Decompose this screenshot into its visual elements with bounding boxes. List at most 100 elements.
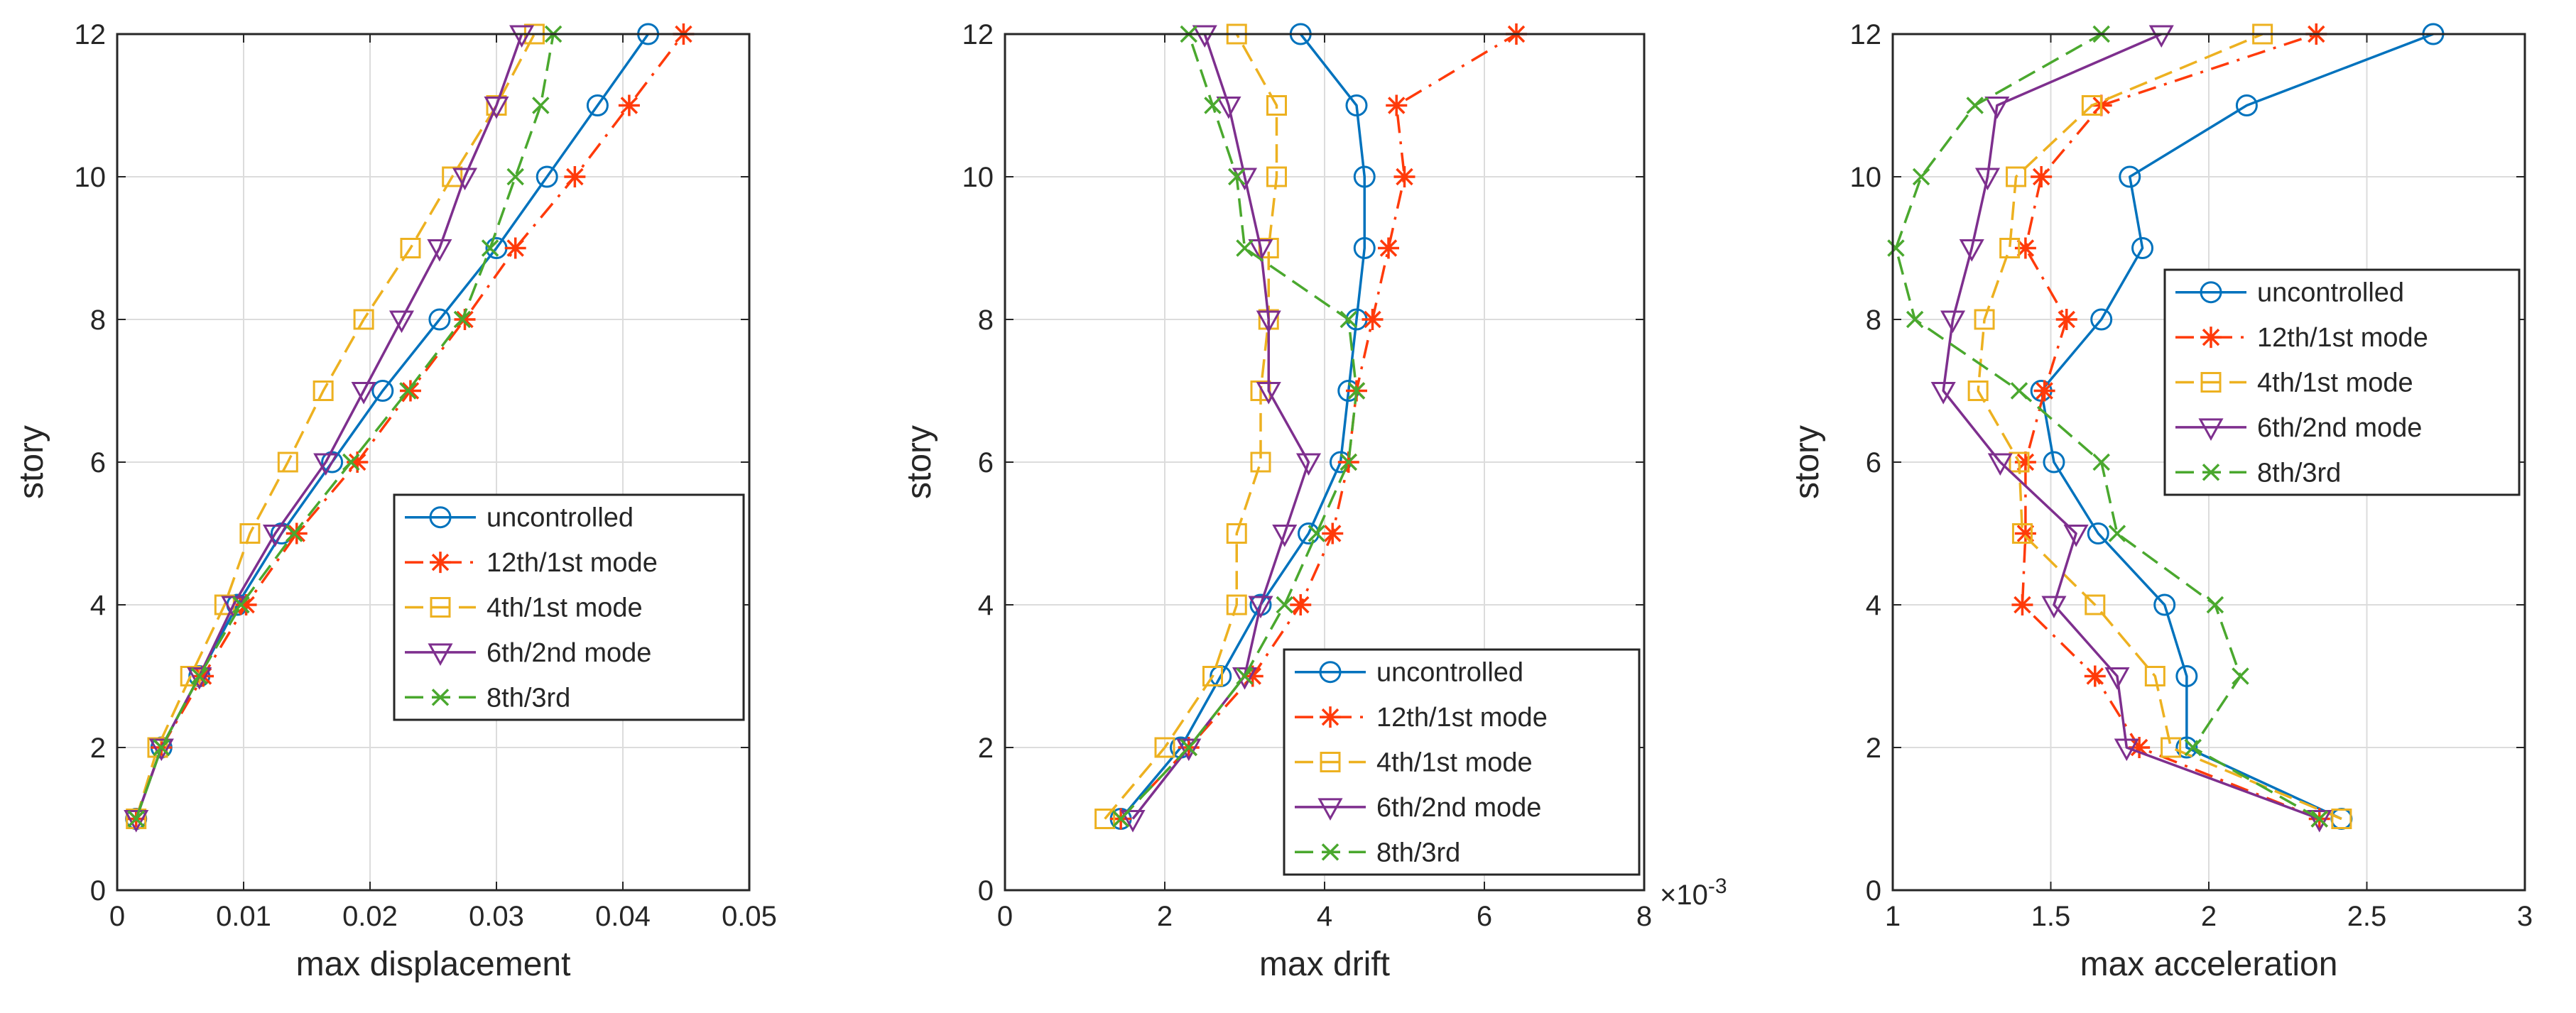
data-point-8th-3rd — [1276, 596, 1293, 614]
y-tick-label: 12 — [75, 19, 107, 50]
y-tick-label: 2 — [978, 733, 994, 764]
legend: uncontrolled 12th/1st mode 4th/1st mode 6th… — [1283, 648, 1641, 876]
y-tick-label: 8 — [1866, 305, 1881, 336]
series-8th-3rd — [1887, 25, 2328, 828]
data-point-8th-3rd — [1204, 97, 1222, 114]
legend-label: uncontrolled — [2257, 278, 2404, 308]
subplot-3: 1 1.5 2 2.5 3 0 2 4 6 8 10 12 max acceleration story u… — [1788, 19, 2533, 983]
legend-marker — [429, 506, 452, 529]
legend-marker — [428, 643, 453, 666]
x-tick-label: 1.5 — [2031, 901, 2071, 932]
data-point-8th-3rd — [1180, 738, 1197, 757]
data-point-6th-2nd-mode — [1256, 310, 1281, 334]
data-point-6th-2nd-mode — [1984, 97, 2010, 119]
data-point-8th-3rd — [1347, 382, 1366, 400]
x-tick-label: 8 — [1636, 901, 1652, 932]
data-point-12th-1st-mode — [235, 594, 257, 615]
series-line-8th-3rd — [1119, 33, 1358, 820]
axes-box — [1004, 33, 1646, 892]
data-point-8th-3rd — [1906, 310, 1924, 329]
y-tick-label: 2 — [1866, 733, 1881, 764]
y-tick-label: 4 — [90, 590, 106, 621]
y-tick-label: 0 — [1866, 875, 1881, 907]
tick-labels: 0 0.01 0.02 0.03 0.04 0.05 0 2 4 6 8 10 12 — [75, 19, 777, 932]
legend-item-8th-3rd: 8th/3rd — [2175, 458, 2341, 488]
data-point-8th-3rd — [127, 810, 145, 828]
legend-label: 8th/3rd — [1376, 838, 1460, 867]
legend: uncontrolled 12th/1st mode 4th/1st mode 6th… — [393, 493, 745, 721]
data-point-8th-3rd — [2108, 525, 2126, 542]
legend-marker — [2200, 281, 2222, 304]
legend-label: 6th/2nd mode — [1376, 793, 1541, 823]
data-point-6th-2nd-mode — [1176, 738, 1202, 762]
data-point-6th-2nd-mode — [2063, 525, 2089, 547]
data-point-4th-1st-mode — [2011, 523, 2033, 544]
legend-marker — [1320, 706, 1341, 728]
y-axis-label: story — [901, 425, 938, 499]
data-point-4th-1st-mode — [2081, 95, 2102, 116]
data-point-12th-1st-mode — [2014, 451, 2036, 473]
data-point-6th-2nd-mode — [1959, 239, 1984, 262]
legend-box — [2163, 268, 2521, 496]
axes-box — [1891, 33, 2526, 892]
data-point-12th-1st-mode — [399, 380, 421, 402]
data-point-6th-2nd-mode — [2148, 25, 2174, 48]
legend-label: 4th/1st mode — [2257, 368, 2413, 398]
x-tick-label: 0.01 — [216, 901, 271, 932]
y-axis-label: story — [1788, 425, 1826, 499]
series-line-6th-2nd-mode — [1942, 33, 2320, 821]
legend-item-uncontrolled: uncontrolled — [2175, 278, 2404, 308]
data-point-12th-1st-mode — [2031, 166, 2053, 187]
x-tick-label: 0.03 — [469, 901, 524, 932]
data-point-4th-1st-mode — [2006, 166, 2027, 187]
y-tick-label: 0 — [90, 875, 106, 907]
x-tick-label: 2 — [1157, 901, 1173, 932]
x-exponent-label: ×10-3 — [1660, 875, 1727, 911]
data-point-4th-1st-mode — [2009, 451, 2030, 473]
data-point-uncontrolled — [2043, 451, 2065, 473]
data-point-6th-2nd-mode — [427, 239, 452, 262]
legend-marker — [2200, 327, 2222, 349]
data-point-uncontrolled — [2235, 94, 2258, 116]
data-point-8th-3rd — [506, 168, 524, 186]
data-point-4th-1st-mode — [1266, 95, 1287, 116]
x-tick-label: 0.04 — [595, 901, 651, 932]
x-tick-label: 0.05 — [722, 901, 777, 932]
series-line-8th-3rd — [1894, 33, 2320, 821]
data-point-8th-3rd — [153, 738, 170, 757]
data-point-12th-1st-mode — [2129, 737, 2151, 758]
data-point-6th-2nd-mode — [1272, 525, 1298, 547]
x-tick-label: 2 — [2201, 901, 2217, 932]
data-point-uncontrolled — [1298, 522, 1320, 544]
data-point-uncontrolled — [2119, 165, 2141, 188]
y-tick-label: 0 — [978, 875, 994, 907]
legend-label: 12th/1st mode — [487, 548, 658, 578]
data-point-12th-1st-mode — [1322, 522, 1344, 544]
data-point-6th-2nd-mode — [484, 97, 509, 119]
data-point-6th-2nd-mode — [1974, 168, 2001, 191]
legend: uncontrolled 12th/1st mode 4th/1st mode 6th… — [2163, 268, 2521, 496]
data-point-8th-3rd — [1339, 453, 1357, 471]
y-tick-label: 8 — [978, 305, 994, 336]
data-point-uncontrolled — [1353, 237, 1376, 259]
data-point-6th-2nd-mode — [2114, 738, 2139, 762]
data-point-6th-2nd-mode — [187, 667, 212, 690]
data-point-12th-1st-mode — [618, 94, 640, 116]
data-point-12th-1st-mode — [2011, 594, 2033, 615]
legend-label: 8th/3rd — [2257, 458, 2341, 488]
data-point-uncontrolled — [2153, 593, 2176, 616]
legend-item-8th-3rd: 8th/3rd — [1295, 838, 1460, 867]
legend-marker — [2202, 464, 2220, 481]
data-point-8th-3rd — [1339, 310, 1357, 329]
x-tick-label: 0 — [997, 901, 1013, 932]
data-point-4th-1st-mode — [1999, 238, 2021, 258]
data-point-12th-1st-mode — [2055, 309, 2077, 330]
series-8th-3rd — [1112, 25, 1366, 828]
legend-item-4th-1st-mode: 4th/1st mode — [405, 593, 643, 623]
data-point-12th-1st-mode — [2014, 237, 2036, 259]
data-point-6th-2nd-mode — [452, 168, 478, 191]
data-point-8th-3rd — [399, 382, 417, 400]
data-point-6th-2nd-mode — [1120, 810, 1146, 833]
legend-label: uncontrolled — [1376, 658, 1523, 688]
y-tick-label: 10 — [1850, 162, 1882, 193]
